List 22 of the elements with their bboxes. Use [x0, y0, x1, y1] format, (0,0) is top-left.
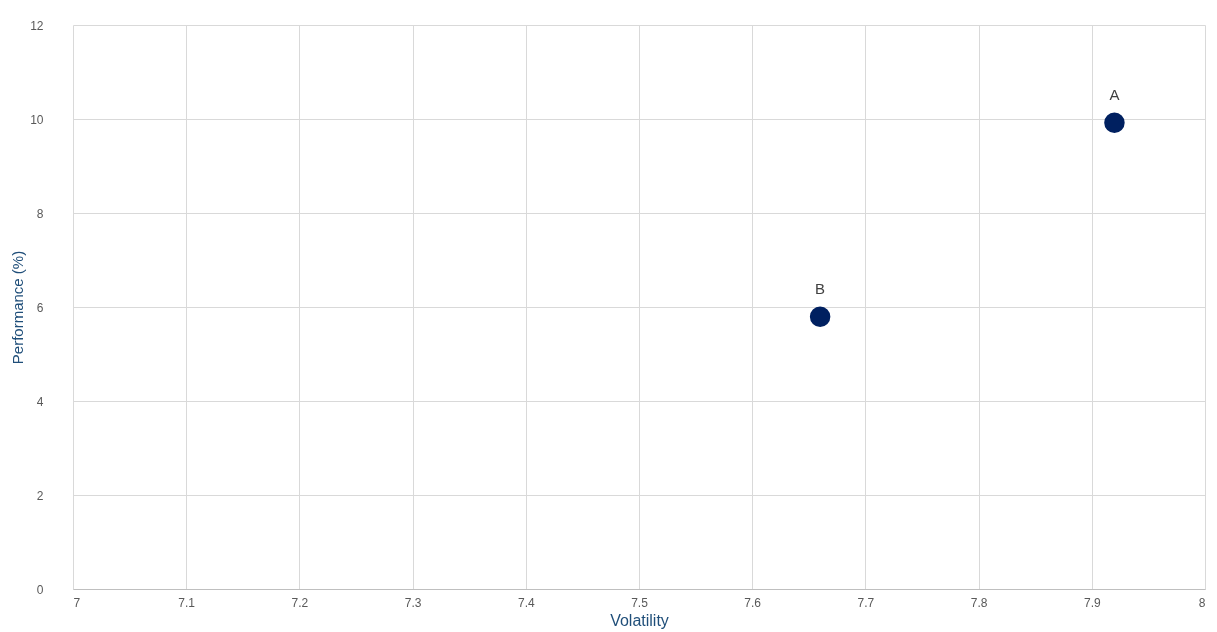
y-tick-label: 4 [36, 394, 44, 409]
y-tick-label: 2 [36, 488, 44, 503]
y-axis-title: Performance (%) [9, 250, 27, 365]
x-tick-label: 7.7 [857, 595, 875, 610]
y-tick-label: 0 [36, 582, 44, 597]
x-tick-label: 7.4 [517, 595, 535, 610]
x-tick-label: 7.9 [1083, 595, 1101, 610]
x-tick-label: 7.8 [970, 595, 988, 610]
y-tick-label: 12 [30, 18, 44, 33]
y-tick-label: 6 [36, 300, 44, 315]
x-tick-label: 8 [1198, 595, 1206, 610]
x-tick-label: 7.2 [291, 595, 309, 610]
x-tick-label: 7.1 [178, 595, 196, 610]
y-tick-label: 10 [30, 112, 44, 127]
x-tick-label: 7.3 [404, 595, 422, 610]
x-tick-label: 7.5 [631, 595, 649, 610]
x-tick-label: 7 [73, 595, 81, 610]
series-label: B [815, 279, 826, 297]
x-axis-title: Volatility [610, 611, 669, 629]
y-tick-label: 8 [36, 206, 44, 221]
x-tick-label: 7.6 [744, 595, 762, 610]
series-label: A [1109, 85, 1120, 103]
